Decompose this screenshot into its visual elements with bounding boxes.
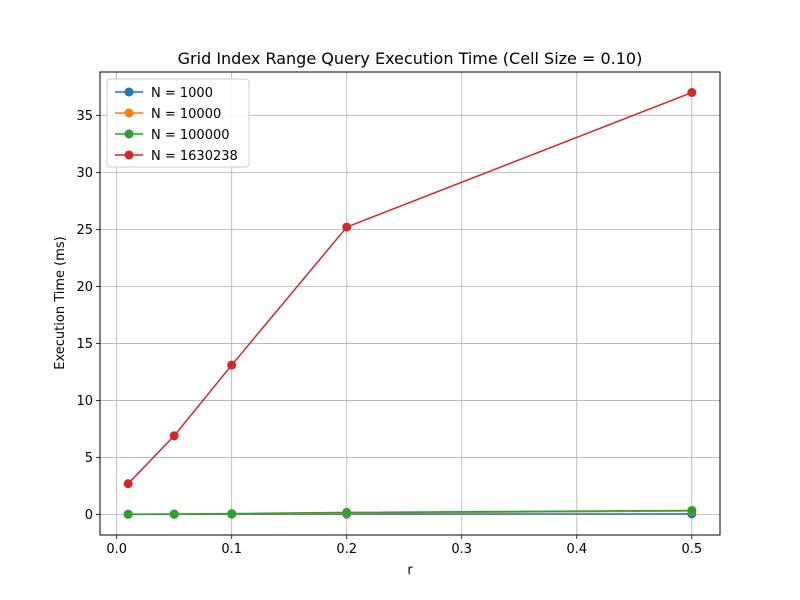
legend-label: N = 1630238: [151, 149, 238, 164]
legend-item: N = 100000: [115, 128, 230, 143]
legend-marker: [124, 87, 134, 97]
legend-label: N = 1000: [151, 86, 213, 101]
legend-marker: [124, 129, 134, 139]
y-tick-label: 10: [76, 394, 93, 409]
legend-item: N = 1000: [115, 86, 213, 101]
x-tick-label: 0.1: [221, 542, 242, 557]
data-point: [169, 509, 179, 519]
legend-marker: [124, 150, 134, 160]
series-3: [123, 88, 697, 489]
y-tick-label: 20: [76, 280, 93, 295]
legend-label: N = 100000: [151, 128, 230, 143]
data-point: [123, 479, 133, 489]
y-tick-label: 30: [76, 166, 93, 181]
x-tick-label: 0.4: [566, 542, 587, 557]
ticks: 0.0 0.1 0.2 0.3 0.4 0.5 0 5 10 15 20 25 30 35: [76, 109, 702, 557]
series-2: [123, 505, 697, 519]
legend-item: N = 1630238: [115, 149, 238, 164]
legend-box: [106, 78, 250, 168]
x-axis-label: r: [407, 563, 413, 578]
y-tick-label: 5: [85, 451, 93, 466]
chart-title: Grid Index Range Query Execution Time (C…: [178, 49, 643, 68]
y-axis-label: Execution Time (ms): [53, 236, 68, 369]
data-point: [169, 431, 179, 441]
y-tick-label: 15: [76, 337, 93, 352]
legend: N = 1000 N = 10000 N = 100000 N = 1630238: [106, 78, 250, 168]
data-point: [687, 505, 697, 515]
x-tick-label: 0.3: [451, 542, 472, 557]
x-tick-label: 0.2: [336, 542, 357, 557]
legend-item: N = 10000: [115, 107, 221, 122]
series-layer: [123, 88, 697, 519]
x-tick-label: 0.5: [681, 542, 702, 557]
data-point: [342, 222, 352, 232]
data-point: [227, 509, 237, 519]
y-tick-label: 0: [85, 508, 93, 523]
data-point: [342, 507, 352, 517]
data-point: [227, 360, 237, 370]
legend-label: N = 10000: [151, 107, 221, 122]
data-point: [687, 88, 697, 98]
x-tick-label: 0.0: [106, 542, 127, 557]
legend-marker: [124, 108, 134, 118]
y-tick-label: 35: [76, 109, 93, 124]
axes-frame: [99, 71, 721, 536]
data-point: [123, 509, 133, 519]
y-tick-label: 25: [76, 223, 93, 238]
